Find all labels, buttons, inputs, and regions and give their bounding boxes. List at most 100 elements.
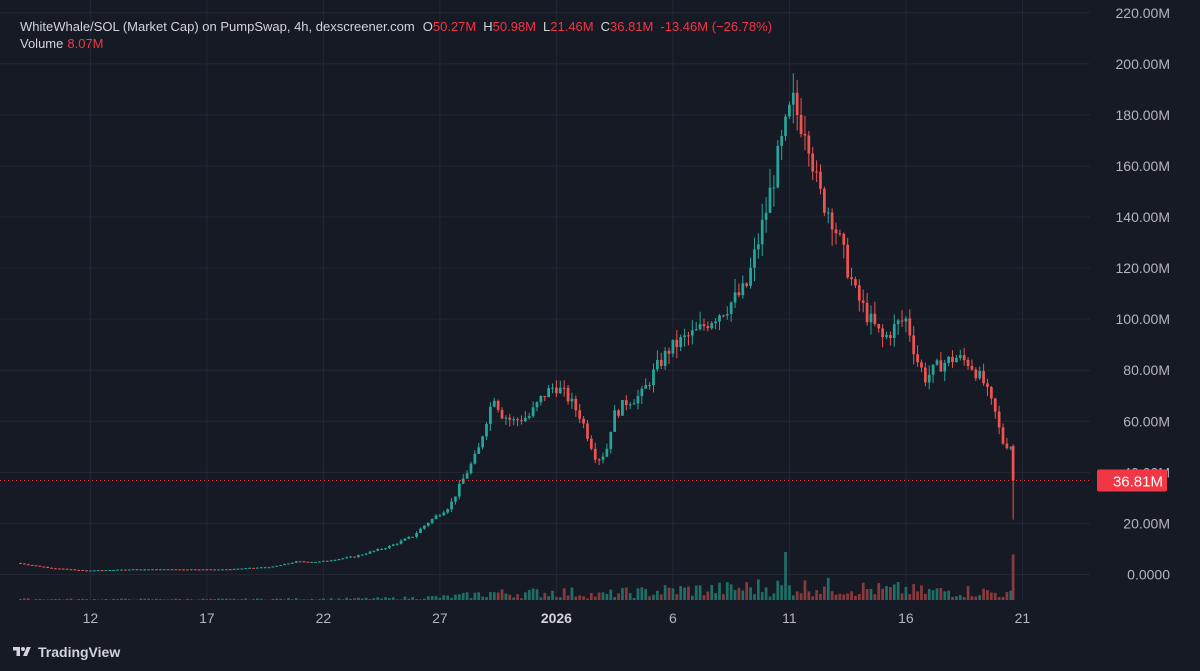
candle-body <box>248 567 251 569</box>
candle-body <box>201 569 205 571</box>
volume-bar <box>275 598 279 600</box>
volume-bar <box>259 598 263 600</box>
tradingview-attribution[interactable]: TradingView <box>12 644 120 660</box>
volume-bar <box>562 588 566 600</box>
candle-body <box>364 553 368 555</box>
volume-bar <box>461 592 465 600</box>
candle-body <box>147 569 150 571</box>
volume-bar <box>139 598 143 600</box>
volume-bar <box>279 598 283 600</box>
candle-body <box>574 398 578 411</box>
candle-body <box>77 569 81 571</box>
candle-body <box>523 417 527 422</box>
volume-bar <box>294 598 298 600</box>
volume-bar <box>310 598 314 600</box>
candle-body <box>1011 446 1015 481</box>
candle-body <box>547 388 550 398</box>
volume-bar <box>349 598 352 600</box>
candle-body <box>815 171 818 173</box>
candle-body <box>302 561 306 563</box>
volume-bar <box>624 587 628 600</box>
candle-body <box>993 398 997 412</box>
candle-body <box>403 538 407 541</box>
candle-body <box>912 335 916 355</box>
candle-body <box>628 404 632 406</box>
volume-bar <box>927 589 931 600</box>
volume-bar <box>221 598 224 600</box>
candle-body <box>854 279 857 286</box>
candle-body <box>504 417 508 419</box>
candle-body <box>89 570 92 572</box>
candle-body <box>698 324 702 330</box>
candle-body <box>162 569 166 571</box>
volume-bar <box>283 599 286 600</box>
volume-bar <box>799 593 803 600</box>
volume-bar <box>892 584 896 600</box>
volume-bar <box>788 585 791 600</box>
candle-body <box>745 283 749 286</box>
volume-bar <box>570 587 574 600</box>
candle-body <box>368 551 372 554</box>
candle-body <box>516 419 519 421</box>
volume-bar <box>993 592 997 600</box>
candle-body <box>259 567 263 569</box>
volume-bar <box>50 599 53 600</box>
volume-bar <box>473 592 477 600</box>
candle-body <box>558 387 562 394</box>
volume-bar <box>694 585 698 600</box>
volume-bar <box>205 599 209 600</box>
volume-bar <box>232 598 236 600</box>
candle-body <box>982 370 985 384</box>
candle-body <box>811 153 815 172</box>
volume-bar <box>26 598 30 600</box>
candle-body <box>465 473 469 479</box>
candle-body <box>788 104 791 117</box>
volume-bar <box>65 598 69 600</box>
last-price-label: 36.81M <box>1113 473 1163 490</box>
volume-bar <box>850 591 853 600</box>
volume-bar <box>384 597 387 600</box>
candle-body <box>263 567 267 569</box>
candle-body <box>30 564 34 566</box>
candle-body <box>966 359 970 366</box>
volume-bar <box>912 584 916 600</box>
volume-bar <box>151 599 154 600</box>
volume-bar <box>811 596 815 600</box>
volume-bar <box>683 587 686 600</box>
candle-body <box>127 569 131 571</box>
volume-bar <box>376 597 380 600</box>
candle-body <box>430 518 434 523</box>
candle-body <box>718 315 721 322</box>
volume-bar <box>601 592 605 600</box>
low-label: L <box>543 19 551 34</box>
candle-body <box>737 292 741 296</box>
candle-body <box>104 570 108 572</box>
volume-bar <box>706 591 710 600</box>
candle-body <box>283 563 286 566</box>
candle-body <box>143 569 147 571</box>
volume-bar <box>772 593 776 600</box>
candle-body <box>120 569 123 571</box>
volume-bar <box>885 586 888 600</box>
candle-body <box>702 324 706 327</box>
volume-bar <box>123 598 127 600</box>
volume-bar <box>881 588 884 600</box>
candle-body <box>178 569 182 571</box>
volume-bar <box>364 597 368 600</box>
volume-bar <box>236 599 240 600</box>
candle-body <box>23 563 26 565</box>
candle-body <box>908 318 912 336</box>
volume-bar <box>753 594 756 600</box>
candle-body <box>935 360 939 365</box>
volume-bar <box>632 597 636 600</box>
volume-bar <box>419 599 422 600</box>
last-price-badge <box>1097 469 1167 492</box>
candle-body <box>275 565 279 567</box>
volume-bar <box>19 598 22 600</box>
candle-body <box>372 550 376 552</box>
candle-body <box>217 569 220 571</box>
volume-bar <box>656 590 659 600</box>
candle-body <box>65 568 69 570</box>
